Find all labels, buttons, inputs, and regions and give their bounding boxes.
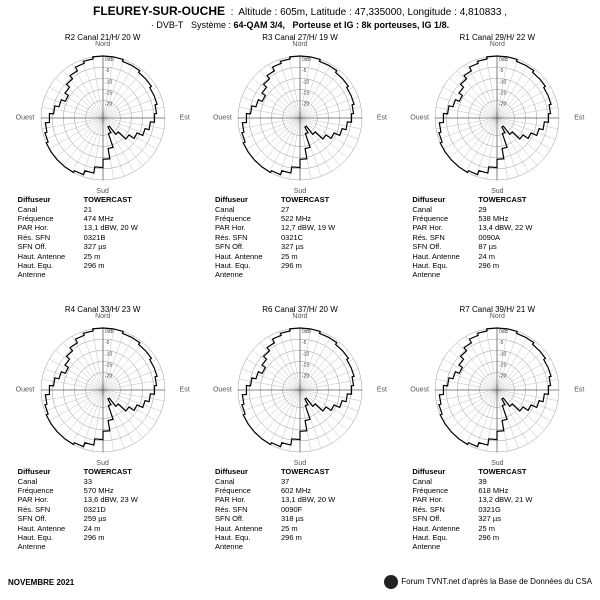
svg-text:-10: -10 [302,352,309,358]
svg-text:-15: -15 [105,363,112,369]
svg-text:-10: -10 [105,352,112,358]
chart-grid: R2 Canal 21/H/ 20 W Nord Sud Est Ouest 0… [8,33,592,573]
compass-e: Est [180,115,190,122]
cell-info: DiffuseurTOWERCAST Canal37 Fréquence602 … [215,467,385,551]
antenna-cell-R7: R7 Canal 39/H/ 21 W Nord Sud Est Ouest 0… [403,305,592,573]
svg-text:-15: -15 [302,91,309,97]
cell-info: DiffuseurTOWERCAST Canal39 Fréquence618 … [412,467,582,551]
polar-chart: Nord Sud Est Ouest 0dB -5 -10 -15 -20 [412,315,582,465]
compass-w: Ouest [410,115,429,122]
compass-e: Est [377,115,387,122]
svg-text:-15: -15 [302,363,309,369]
page-footer: NOVEMBRE 2021 Forum TVNT.net d'après la … [8,575,592,589]
polar-chart: Nord Sud Est Ouest 0dB -5 -10 -15 -20 [215,43,385,193]
svg-text:0dB: 0dB [105,57,115,63]
svg-text:-10: -10 [499,80,506,86]
compass-w: Ouest [16,115,35,122]
antenna-cell-R4: R4 Canal 33/H/ 23 W Nord Sud Est Ouest 0… [8,305,197,573]
svg-text:-10: -10 [499,352,506,358]
compass-w: Ouest [213,387,232,394]
svg-text:-20: -20 [302,102,309,108]
polar-chart: Nord Sud Est Ouest 0dB -5 -10 -15 -20 [215,315,385,465]
page-header: FLEUREY-SUR-OUCHE : Altitude : 605m, Lat… [8,4,592,31]
cell-info: DiffuseurTOWERCAST Canal21 Fréquence474 … [18,195,188,279]
compass-w: Ouest [213,115,232,122]
svg-text:-5: -5 [105,340,110,346]
compass-n: Nord [95,41,110,48]
svg-text:-20: -20 [105,102,112,108]
svg-text:-15: -15 [499,91,506,97]
svg-text:-15: -15 [499,363,506,369]
svg-text:-20: -20 [105,374,112,380]
svg-text:0dB: 0dB [105,329,115,335]
svg-text:-20: -20 [302,374,309,380]
polar-chart: Nord Sud Est Ouest 0dB -5 -10 -15 -20 [18,43,188,193]
svg-text:-20: -20 [499,374,506,380]
cell-info: DiffuseurTOWERCAST Canal27 Fréquence522 … [215,195,385,279]
compass-w: Ouest [16,387,35,394]
compass-e: Est [377,387,387,394]
svg-text:-20: -20 [499,102,506,108]
svg-text:-5: -5 [499,340,504,346]
svg-text:-5: -5 [302,68,307,74]
antenna-cell-R1: R1 Canal 29/H/ 22 W Nord Sud Est Ouest 0… [403,33,592,301]
compass-s: Sud [491,188,503,195]
compass-n: Nord [95,313,110,320]
svg-text:-10: -10 [302,80,309,86]
compass-n: Nord [490,313,505,320]
compass-e: Est [180,387,190,394]
tvnt-logo-icon [384,575,398,589]
polar-chart: Nord Sud Est Ouest 0dB -5 -10 -15 -20 [412,43,582,193]
antenna-cell-R2: R2 Canal 21/H/ 20 W Nord Sud Est Ouest 0… [8,33,197,301]
footer-source: Forum TVNT.net d'après la Base de Donnée… [401,577,592,586]
compass-s: Sud [294,188,306,195]
compass-s: Sud [294,460,306,467]
svg-text:0dB: 0dB [499,329,509,335]
svg-text:0dB: 0dB [302,57,312,63]
compass-e: Est [574,115,584,122]
svg-text:-15: -15 [105,91,112,97]
compass-n: Nord [292,313,307,320]
svg-text:-5: -5 [499,68,504,74]
compass-s: Sud [96,188,108,195]
svg-text:0dB: 0dB [499,57,509,63]
compass-n: Nord [292,41,307,48]
compass-w: Ouest [410,387,429,394]
footer-date: NOVEMBRE 2021 [8,578,74,587]
compass-s: Sud [96,460,108,467]
cell-info: DiffuseurTOWERCAST Canal29 Fréquence538 … [412,195,582,279]
antenna-cell-R6: R6 Canal 37/H/ 20 W Nord Sud Est Ouest 0… [205,305,394,573]
compass-s: Sud [491,460,503,467]
site-title: FLEUREY-SUR-OUCHE [93,4,225,18]
svg-text:-5: -5 [302,340,307,346]
svg-text:-5: -5 [105,68,110,74]
antenna-cell-R3: R3 Canal 27/H/ 19 W Nord Sud Est Ouest 0… [205,33,394,301]
svg-text:0dB: 0dB [302,329,312,335]
compass-n: Nord [490,41,505,48]
svg-text:-10: -10 [105,80,112,86]
cell-info: DiffuseurTOWERCAST Canal33 Fréquence570 … [18,467,188,551]
compass-e: Est [574,387,584,394]
polar-chart: Nord Sud Est Ouest 0dB -5 -10 -15 -20 [18,315,188,465]
